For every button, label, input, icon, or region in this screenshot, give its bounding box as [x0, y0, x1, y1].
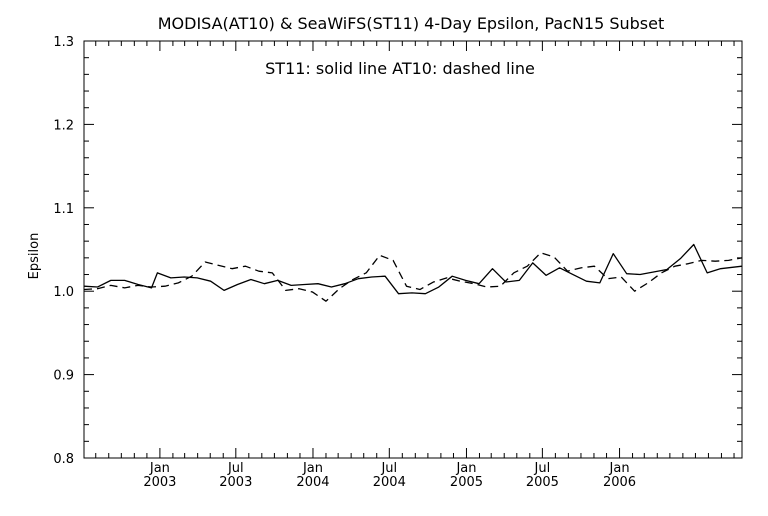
x-tick-label-month: Jul [534, 461, 551, 476]
x-tick-label-month: Jan [455, 461, 476, 476]
x-tick-label-year: 2003 [143, 475, 176, 490]
y-tick-label: 1.1 [53, 202, 74, 217]
axis-layer: 0.80.91.01.11.21.3Jan2003Jul2003Jan2004J… [53, 35, 743, 490]
x-tick-label-month: Jul [227, 461, 244, 476]
x-tick-label-month: Jan [149, 461, 170, 476]
x-tick-label-year: 2003 [219, 475, 252, 490]
x-tick-label-month: Jul [380, 461, 397, 476]
y-tick-label: 1.2 [53, 118, 74, 133]
y-tick-label: 0.9 [53, 369, 74, 384]
y-tick-label: 0.8 [53, 452, 74, 467]
y-axis-label: Epsilon [27, 233, 42, 280]
x-tick-label-year: 2004 [373, 475, 406, 490]
x-tick-label-month: Jan [302, 461, 323, 476]
series-line-st11 [83, 243, 743, 295]
y-tick-label: 1.3 [53, 35, 74, 50]
x-tick-label-year: 2005 [450, 475, 483, 490]
series-layer [83, 243, 743, 302]
x-tick-label-year: 2004 [296, 475, 329, 490]
x-tick-label-month: Jan [609, 461, 630, 476]
chart-title: MODISA(AT10) & SeaWiFS(ST11) 4-Day Epsil… [158, 14, 665, 33]
x-tick-label-year: 2005 [526, 475, 559, 490]
y-tick-label: 1.0 [53, 285, 74, 300]
x-tick-label-year: 2006 [603, 475, 636, 490]
series-line-at10 [83, 252, 743, 302]
plot-frame [83, 40, 743, 459]
chart-annotation: ST11: solid line AT10: dashed line [265, 59, 535, 78]
